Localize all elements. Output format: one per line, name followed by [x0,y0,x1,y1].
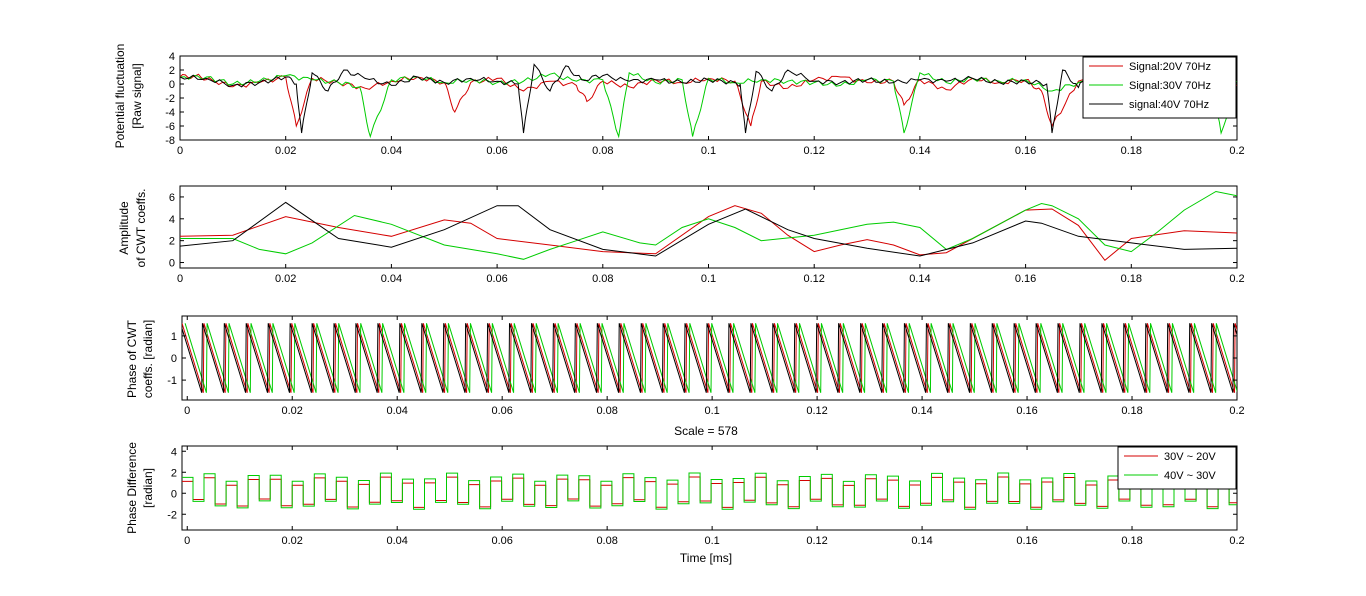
cwt-phase-xtick-label: 0.2 [1229,405,1244,417]
cwt-phase-series-black [182,323,1237,393]
panel-phase-difference-xlabel: Time [ms] [680,551,732,565]
raw-signal-ytick-label: 4 [169,51,175,63]
cwt-phase-xtick-label: 0 [184,405,190,417]
raw-signal-legend-entry: signal:40V 70Hz [1129,99,1209,111]
cwt-phase-xtick-label: 0.08 [596,405,617,417]
panel-cwt-amplitude-ylabel-line2: of CWT coeffs. [134,189,148,268]
raw-signal-xtick-label: 0.18 [1121,145,1142,157]
raw-signal-xtick-label: 0.2 [1229,145,1244,157]
phase-difference-xtick-label: 0.16 [1016,535,1037,547]
cwt-phase-xtick-label: 0.16 [1016,405,1037,417]
raw-signal-legend-entry: Signal:30V 70Hz [1129,80,1211,92]
cwt-amplitude-series-green [180,190,1237,260]
panel-cwt-amplitude: Amplitude of CWT coeffs. 0 0.02 0.04 0.06 0.… [117,185,1245,285]
panel-raw-signal-ylabel-line2: [Raw signal] [130,63,144,128]
cwt-amplitude-xtick-label: 0.08 [592,273,613,285]
phase-difference-ytick-label: 4 [171,446,177,458]
raw-signal-ytick-label: -2 [165,93,175,105]
cwt-amplitude-series-black [180,201,1237,257]
cwt-phase-ytick-label: 1 [171,331,177,343]
raw-signal-series-signal-40v-70hz [180,63,1237,134]
cwt-amplitude-ytick-label: 2 [169,236,175,248]
raw-signal-xtick-label: 0.16 [1015,145,1036,157]
cwt-amplitude-xtick-label: 0.1 [701,273,716,285]
cwt-amplitude-xtick-label: 0.04 [381,273,402,285]
raw-signal-legend [1082,56,1237,119]
raw-signal-xtick-label: 0.04 [381,145,402,157]
phase-difference-xtick-label: 0.2 [1229,535,1244,547]
phase-difference-ytick-label: -2 [167,509,177,521]
panel-phase-difference: Phase Difference [radian] Time [ms] 0 0.0… [125,442,1245,565]
raw-signal-xtick-label: 0.1 [701,145,716,157]
raw-signal-series-signal-30v-70hz [180,72,1237,139]
cwt-phase-series-red [182,323,1237,393]
panel-cwt-phase-ylabel-line1: Phase of CWT [125,319,139,398]
phase-difference-xtick-label: 0.08 [596,535,617,547]
cwt-phase-xtick-label: 0.06 [491,405,512,417]
panel-cwt-amplitude-ylabel-line1: Amplitude [117,201,131,255]
raw-signal-ytick-label: -8 [165,135,175,147]
raw-signal-axes-box [179,55,1238,141]
cwt-phase-xtick-label: 0.1 [704,405,719,417]
raw-signal-xtick-label: 0.02 [275,145,296,157]
raw-signal-xtick-label: 0.14 [909,145,930,157]
phase-difference-legend-entry: 40V ~ 30V [1164,470,1216,482]
cwt-amplitude-ytick-label: 0 [169,258,175,270]
cwt-amplitude-series-red [180,205,1237,262]
cwt-amplitude-xtick-label: 0.06 [486,273,507,285]
cwt-amplitude-xtick-label: 0.16 [1015,273,1036,285]
cwt-amplitude-axes-box [179,185,1238,269]
panel-raw-signal-ylabel-line1: Potential fluctuation [113,44,127,149]
phase-difference-xtick-label: 0.14 [911,535,932,547]
raw-signal-xtick-label: 0 [177,145,183,157]
cwt-amplitude-xtick-label: 0.14 [909,273,930,285]
panel-phase-difference-ylabel-line1: Phase Difference [125,442,139,534]
panel-phase-difference-ylabel-line2: [radian] [141,468,155,508]
raw-signal-xtick-label: 0.08 [592,145,613,157]
cwt-amplitude-xtick-label: 0.02 [275,273,296,285]
phase-difference-xtick-label: 0.02 [282,535,303,547]
phase-difference-legend [1117,446,1237,490]
panel-cwt-phase: Phase of CWT coeffs. [radian] Scale = 57… [125,315,1245,438]
panel-cwt-phase-ylabel-line2: coeffs. [radian] [141,320,155,399]
phase-difference-xtick-label: 0.1 [704,535,719,547]
raw-signal-ytick-label: 2 [169,65,175,77]
cwt-phase-series-green [184,323,1237,393]
phase-difference-series-40v-30v [182,472,1237,510]
phase-difference-xtick-label: 0.06 [491,535,512,547]
cwt-amplitude-xtick-label: 0.18 [1121,273,1142,285]
cwt-phase-xtick-label: 0.02 [282,405,303,417]
raw-signal-legend-entry: Signal:20V 70Hz [1129,61,1211,73]
cwt-phase-ytick-label: -1 [167,375,177,387]
phase-difference-axes-box [181,445,1238,531]
phase-difference-ytick-label: 2 [171,467,177,479]
phase-difference-xtick-label: 0.04 [386,535,407,547]
cwt-phase-xtick-label: 0.18 [1121,405,1142,417]
phase-difference-legend-entry: 30V ~ 20V [1164,451,1216,463]
cwt-phase-xtick-label: 0.04 [386,405,407,417]
cwt-amplitude-ytick-label: 4 [169,214,175,226]
phase-difference-xtick-label: 0 [184,535,190,547]
panel-cwt-phase-xlabel: Scale = 578 [674,424,738,438]
phase-difference-xtick-label: 0.12 [806,535,827,547]
cwt-amplitude-xtick-label: 0.12 [803,273,824,285]
raw-signal-xtick-label: 0.12 [803,145,824,157]
cwt-amplitude-ytick-label: 6 [169,192,175,204]
phase-difference-xtick-label: 0.18 [1121,535,1142,547]
raw-signal-ytick-label: -6 [165,121,175,133]
phase-difference-ytick-label: 0 [171,488,177,500]
cwt-amplitude-xtick-label: 0 [177,273,183,285]
cwt-phase-ytick-label: 0 [171,353,177,365]
panel-raw-signal: Potential fluctuation [Raw signal] 0 0.02… [113,44,1245,157]
cwt-phase-xtick-label: 0.14 [911,405,932,417]
raw-signal-ytick-label: 0 [169,79,175,91]
raw-signal-xtick-label: 0.06 [486,145,507,157]
cwt-amplitude-xtick-label: 0.2 [1229,273,1244,285]
raw-signal-ytick-label: -4 [165,107,175,119]
cwt-phase-xtick-label: 0.12 [806,405,827,417]
